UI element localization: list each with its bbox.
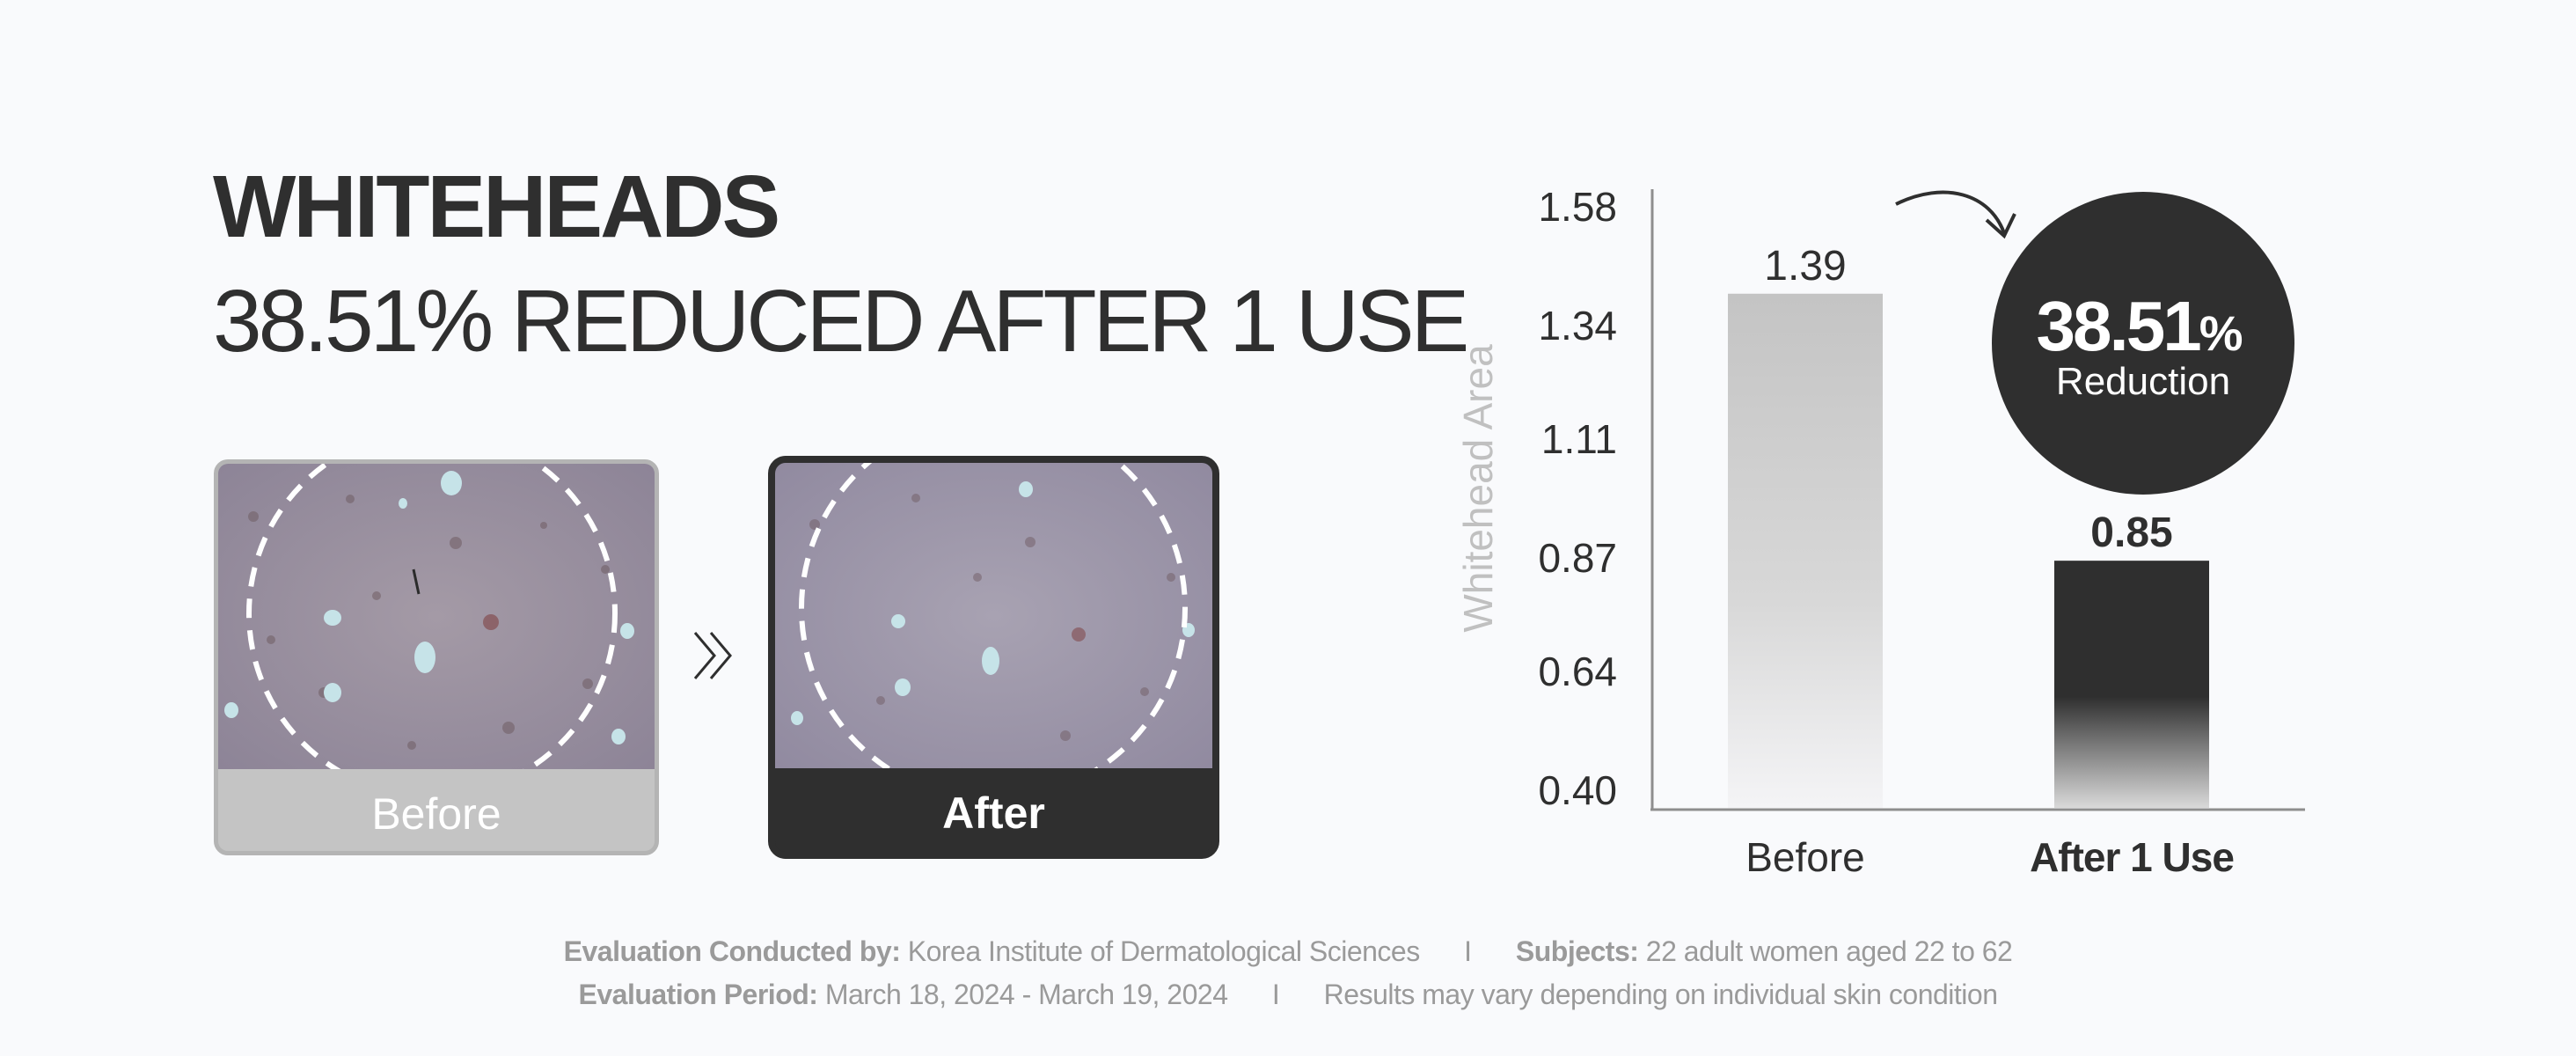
footer-disclaimer: Results may vary depending on individual… — [1323, 979, 1998, 1010]
footer-separator: I — [1464, 935, 1472, 967]
y-tick-label: 1.58 — [1538, 184, 1617, 230]
y-tick-label: 1.34 — [1538, 303, 1617, 348]
after-photo-card: After — [768, 456, 1219, 859]
footer-period-label: Evaluation Period: — [578, 979, 818, 1010]
footer-subjects-label: Subjects: — [1515, 935, 1639, 967]
reduction-badge — [1992, 192, 2294, 495]
y-tick-label: 0.87 — [1538, 535, 1617, 581]
reduction-badge-value: 38.51% — [2037, 287, 2243, 365]
y-tick-label: 0.40 — [1538, 767, 1617, 813]
reduction-badge-label: Reduction — [2056, 360, 2230, 403]
headline-title: WHITEHEADS — [213, 158, 780, 256]
reduction-badge-unit: % — [2199, 305, 2243, 361]
value-label-after: 0.85 — [2090, 510, 2172, 556]
after-skin-photo — [775, 463, 1212, 768]
after-photo-label: After — [942, 788, 1045, 838]
y-axis-label: Whitehead Area — [1455, 344, 1501, 633]
bar-before — [1728, 293, 1883, 808]
bar-after — [2054, 561, 2209, 808]
y-tick-label: 1.11 — [1541, 416, 1617, 462]
y-tick-labels: 0.40 0.64 0.87 1.11 1.34 1.58 — [1538, 184, 1617, 813]
footer-separator: I — [1271, 979, 1280, 1010]
curved-arrow-icon — [1895, 190, 2006, 234]
y-tick-label: 0.64 — [1538, 649, 1617, 694]
value-label-before: 1.39 — [1764, 243, 1846, 290]
footer-line-1: Evaluation Conducted by: Korea Institute… — [0, 935, 2576, 968]
footer-conducted-label: Evaluation Conducted by: — [563, 935, 901, 967]
footer-line-2: Evaluation Period: March 18, 2024 - Marc… — [0, 979, 2576, 1011]
footer-period-value: March 18, 2024 - March 19, 2024 — [824, 979, 1228, 1010]
reduction-badge-number: 38.51 — [2037, 287, 2201, 365]
before-skin-photo — [218, 464, 655, 769]
double-chevron-right-icon — [693, 632, 732, 679]
category-label-before: Before — [1745, 834, 1865, 880]
footer-conducted-value: Korea Institute of Dermatological Scienc… — [907, 935, 1420, 967]
arrowhead-icon — [1985, 213, 2016, 239]
before-photo-label: Before — [371, 789, 501, 839]
headline-subtitle: 38.51% REDUCED AFTER 1 USE — [213, 272, 1469, 370]
footer-subjects-value: 22 adult women aged 22 to 62 — [1645, 935, 2013, 967]
before-photo-card: Before — [214, 459, 659, 855]
category-label-after: After 1 Use — [2030, 834, 2234, 880]
